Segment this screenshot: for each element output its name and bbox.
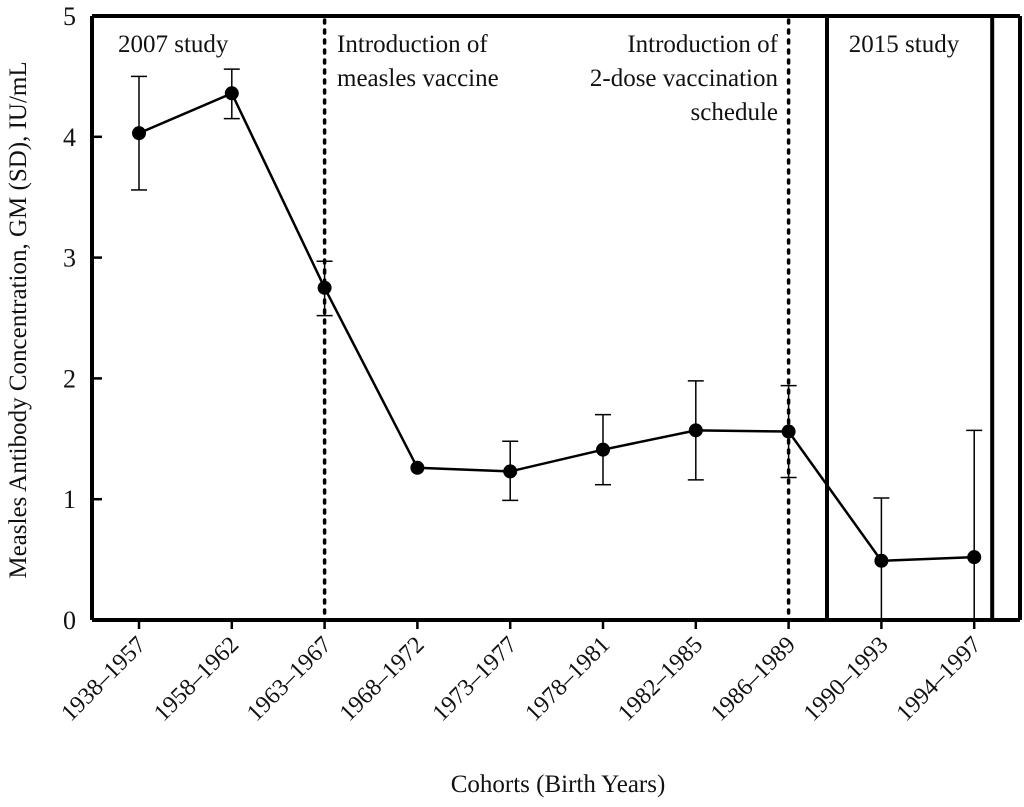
annotation-text: Introduction of [627,31,778,58]
y-axis-title: Measles Antibody Concentration, GM (SD),… [5,61,32,578]
annotation-text: 2-dose vaccination [590,65,779,92]
x-tick-label: 1990–1993 [799,632,894,727]
annotations: 2007 study Introduction of measles vaccine… [118,31,960,126]
series-line [138,91,975,563]
data-point [503,464,518,479]
x-tick-label: 1973–1977 [428,632,523,727]
y-axis-ticks: 0 1 2 3 4 5 [63,2,102,635]
x-tick-label: 1986–1989 [706,632,801,727]
data-point [132,126,146,141]
data-point [874,553,889,568]
y-tick-label: 0 [63,606,76,635]
x-tick-label: 1982–1985 [613,632,708,727]
x-tick-label: 1994–1997 [892,632,987,727]
x-tick-label: 1978–1981 [520,632,615,727]
x-axis-title: Cohorts (Birth Years) [451,771,666,798]
data-point [688,423,703,438]
x-tick-label: 1958–1962 [149,632,244,727]
y-tick-label: 2 [63,364,76,393]
study-2015-box [825,14,995,622]
annotation-text: 2015 study [849,31,960,58]
x-tick-label: 1938–1957 [56,632,151,727]
x-axis-ticks: 1938–19571958–19621963–19671968–19721973… [56,620,986,727]
data-point [596,442,610,457]
data-point [224,86,239,101]
plot-frame [90,14,1022,622]
data-point [317,280,332,295]
x-tick-label: 1968–1972 [335,632,430,727]
data-point [781,424,796,439]
annotation-text: schedule [691,99,778,126]
y-tick-label: 5 [63,2,76,31]
annotation-text: measles vaccine [337,65,499,92]
y-tick-label: 3 [63,244,76,273]
x-tick-label: 1963–1967 [242,632,337,727]
data-series [131,68,983,621]
y-tick-label: 1 [63,485,76,514]
annotation-text: Introduction of [337,31,488,58]
data-point [410,460,425,475]
annotation-text: 2007 study [118,31,229,58]
y-tick-label: 4 [63,123,76,152]
vertical-markers [310,14,803,622]
data-point [967,550,982,565]
